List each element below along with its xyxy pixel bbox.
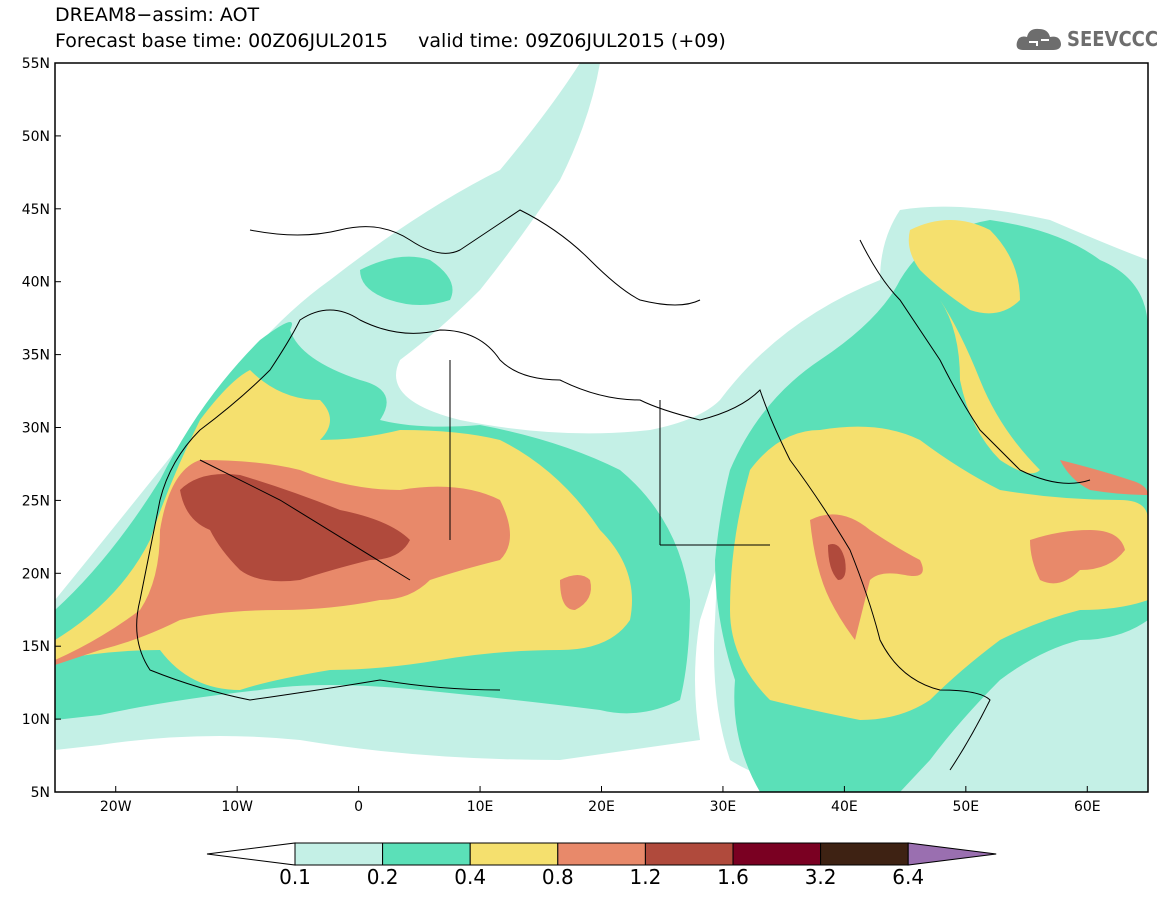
colorbar-label: 0.8 [541,865,574,889]
lon-tick-label: 30E [710,799,737,815]
lat-tick-label: 10N [22,712,50,728]
lon-tick-label: 50E [952,799,979,815]
colorbar-segment [382,842,471,866]
lon-ticks: 20W 10W 0 10E 20E 30E 40E 50E 60E [100,786,1101,815]
colorbar-segment [644,842,734,866]
title-line-2: Forecast base time: 00Z06JUL2015 valid t… [55,30,726,52]
colorbar-segment [469,842,559,866]
colorbar-label: 0.2 [366,865,399,889]
coastlines [136,209,1091,771]
colorbar-under-triangle [206,842,296,866]
lat-tick-label: 35N [22,348,50,364]
title-line-1: DREAM8−assim: AOT [55,4,260,26]
cloud-logo-icon [1016,28,1061,50]
lat-ticks: 55N 50N 45N 40N 35N 30N 25N 20N 15N 10N 5N [22,56,61,801]
colorbar-segment [732,842,822,866]
colorbar-over-triangle [907,842,997,866]
lat-tick-label: 25N [22,493,50,509]
lon-tick-label: 20W [100,799,132,815]
lon-tick-label: 0 [354,799,363,815]
lon-tick-label: 10W [221,799,253,815]
colorbar-segment [820,842,909,866]
lat-tick-label: 50N [22,129,50,145]
colorbar-label: 6.4 [892,865,925,889]
lat-tick-label: 55N [22,56,50,72]
lat-tick-label: 30N [22,421,50,437]
colorbar-segment [294,842,384,866]
seevccc-logo: SEEVCCC [1015,22,1158,56]
colorbar-label: 0.4 [454,865,487,889]
lon-tick-label: 20E [588,799,615,815]
colorbar-segment [557,842,646,866]
lon-tick-label: 40E [831,799,858,815]
logo-text: SEEVCCC [1067,27,1159,51]
lat-tick-label: 40N [22,275,50,291]
lat-tick-label: 45N [22,202,50,218]
colorbar-label: 1.2 [629,865,662,889]
aot-band-1.2 [180,474,846,582]
lon-tick-label: 10E [467,799,494,815]
colorbar-label: 3.2 [804,865,837,889]
lat-tick-label: 5N [31,785,50,801]
lat-tick-label: 20N [22,566,50,582]
lon-tick-label: 60E [1074,799,1101,815]
colorbar-label: 0.1 [279,865,311,889]
aot-field [55,63,1148,792]
lat-tick-label: 15N [22,639,50,655]
colorbar-label: 1.6 [717,865,749,889]
